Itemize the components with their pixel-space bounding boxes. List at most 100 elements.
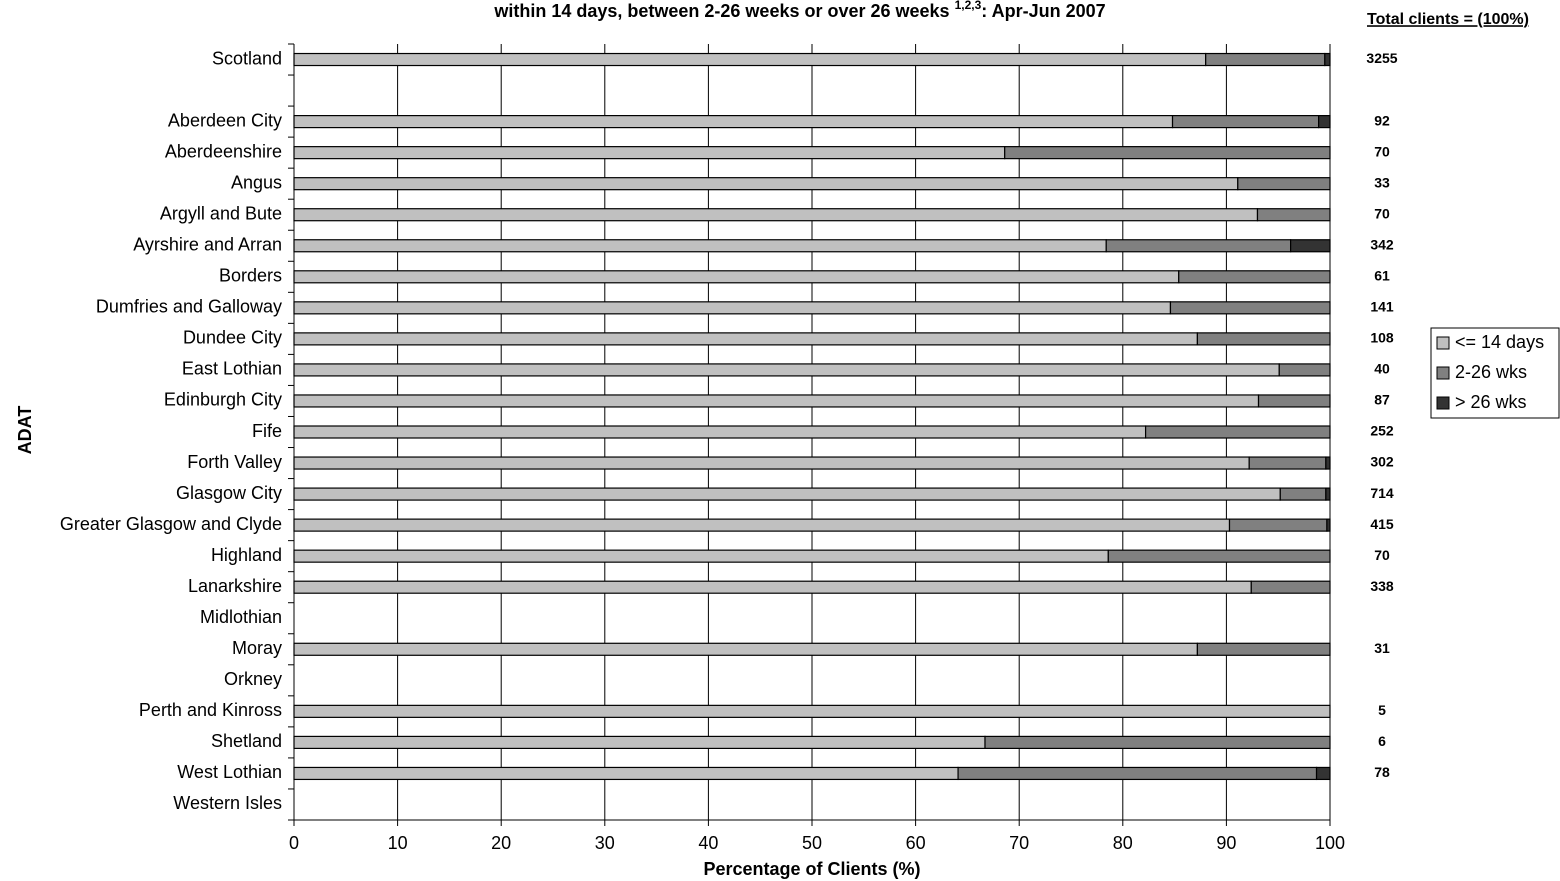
title-end: : Apr-Jun 2007	[981, 1, 1105, 21]
bar-segment	[293, 704, 1331, 718]
x-tick-label: 100	[1315, 833, 1345, 853]
x-tick-label: 80	[1113, 833, 1133, 853]
bar-segment	[293, 301, 1172, 315]
x-tick-label: 90	[1216, 833, 1236, 853]
bar-segment	[293, 766, 959, 781]
bar-segment	[1256, 208, 1331, 222]
bar-segment	[1144, 425, 1331, 439]
x-tick-label: 20	[491, 833, 511, 853]
y-tick-label: Angus	[231, 172, 282, 192]
total-label: 338	[1370, 578, 1394, 594]
bar-segment	[1324, 52, 1331, 67]
legend-swatch	[1436, 336, 1450, 350]
y-tick-label: Aberdeenshire	[165, 141, 282, 161]
total-label: 33	[1374, 174, 1390, 190]
bar-segment	[1248, 456, 1327, 470]
y-tick-label: Glasgow City	[176, 483, 282, 503]
total-label: 70	[1374, 205, 1390, 221]
y-tick-label: West Lothian	[177, 762, 282, 782]
x-tick-label: 50	[802, 833, 822, 853]
total-label: 40	[1374, 361, 1390, 377]
y-tick-label: Western Isles	[173, 793, 282, 813]
legend-swatch	[1436, 366, 1450, 380]
y-tick-label: Perth and Kinross	[139, 700, 282, 720]
total-label: 252	[1370, 423, 1394, 439]
bar-segment	[1250, 580, 1331, 594]
y-tick-label: East Lothian	[182, 359, 282, 379]
total-label: 302	[1370, 454, 1394, 470]
bar-segment	[1326, 518, 1331, 532]
total-label: 108	[1370, 330, 1394, 346]
bar-segment	[293, 580, 1252, 594]
total-label: 6	[1378, 733, 1386, 749]
bar-segment	[293, 270, 1180, 284]
legend-box	[1430, 327, 1560, 419]
bar-segment	[1004, 146, 1331, 160]
bar-segment	[1107, 549, 1331, 563]
total-label: 31	[1374, 640, 1390, 656]
bar-segment	[293, 363, 1280, 377]
bar-segment	[293, 146, 1006, 160]
legend-swatch	[1436, 396, 1450, 410]
bar-segment	[1318, 114, 1331, 129]
chart-title: within 14 days, between 2-26 weeks or ov…	[493, 0, 1105, 21]
bar-segment	[1178, 270, 1331, 284]
x-tick-label: 10	[388, 833, 408, 853]
bar-segment	[1196, 332, 1331, 346]
total-label: 141	[1370, 299, 1394, 315]
y-tick-label: Borders	[219, 266, 282, 286]
bar-segment	[293, 114, 1174, 129]
total-label: 61	[1374, 268, 1390, 284]
bar-segment	[293, 239, 1107, 253]
total-label: 70	[1374, 547, 1390, 563]
bar-segment	[1169, 301, 1331, 315]
bar-segment	[1278, 363, 1331, 377]
bar-segment	[293, 394, 1260, 408]
bar-segment	[293, 425, 1147, 439]
total-label: 92	[1374, 112, 1390, 128]
bar-segment	[293, 177, 1239, 191]
bar-segment	[1279, 487, 1327, 501]
bar-segment	[1325, 487, 1331, 501]
bar-segment	[1237, 177, 1331, 191]
legend-label: > 26 wks	[1455, 392, 1527, 412]
y-tick-label: Forth Valley	[187, 452, 282, 472]
x-axis-label: Percentage of Clients (%)	[703, 859, 920, 879]
bar-segment	[293, 456, 1250, 470]
bar-segment	[293, 208, 1259, 222]
total-label: 87	[1374, 392, 1390, 408]
y-tick-label: Fife	[252, 421, 282, 441]
y-axis-label: ADAT	[15, 406, 35, 455]
y-tick-label: Lanarkshire	[188, 576, 282, 596]
bar-segment	[1171, 114, 1320, 129]
total-label: 714	[1370, 485, 1394, 501]
y-tick-label: Shetland	[211, 731, 282, 751]
x-tick-label: 0	[289, 833, 299, 853]
title-main: within 14 days, between 2-26 weeks or ov…	[493, 1, 954, 21]
bar-segment	[293, 735, 986, 750]
bar-segment	[1290, 239, 1331, 253]
bar-segment	[1205, 52, 1326, 67]
y-tick-label: Dumfries and Galloway	[96, 297, 282, 317]
y-tick-label: Greater Glasgow and Clyde	[60, 514, 282, 534]
y-tick-label: Highland	[211, 545, 282, 565]
totals-header: Total clients = (100%)	[1367, 11, 1529, 28]
x-tick-label: 60	[906, 833, 926, 853]
x-tick-label: 30	[595, 833, 615, 853]
total-label: 415	[1370, 516, 1394, 532]
x-tick-label: 40	[698, 833, 718, 853]
y-tick-label: Moray	[232, 638, 282, 658]
total-label: 70	[1374, 143, 1390, 159]
total-label: 78	[1374, 764, 1390, 780]
bar-segment	[1196, 642, 1331, 656]
y-tick-label: Aberdeen City	[168, 110, 282, 130]
y-tick-label: Orkney	[224, 669, 282, 689]
legend-label: <= 14 days	[1455, 332, 1544, 352]
bar-segment	[1325, 456, 1331, 470]
title-sup: 1,2,3	[955, 0, 982, 12]
bar-segment	[293, 549, 1109, 563]
y-tick-label: Scotland	[212, 48, 282, 68]
bar-segment	[1105, 239, 1292, 253]
bar-segment	[984, 735, 1331, 750]
